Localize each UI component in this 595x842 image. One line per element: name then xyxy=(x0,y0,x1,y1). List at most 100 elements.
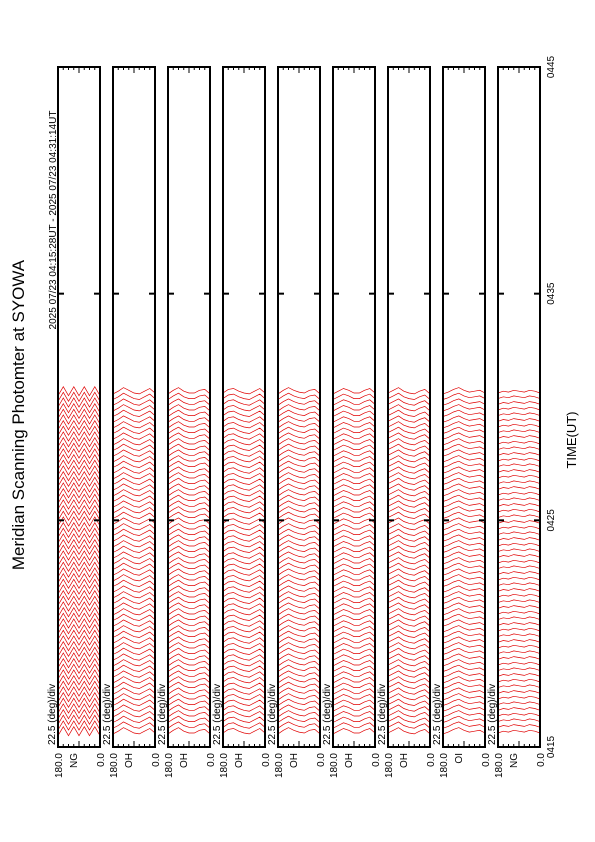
scan-trace xyxy=(332,609,376,616)
scan-trace xyxy=(277,460,321,468)
scan-trace xyxy=(497,610,541,615)
scan-trace xyxy=(442,574,486,582)
scan-trace xyxy=(332,388,376,395)
scan-trace xyxy=(112,676,156,684)
scan-trace xyxy=(112,721,156,729)
scan-trace xyxy=(112,704,156,712)
scan-trace xyxy=(222,694,266,701)
scan-trace xyxy=(167,653,211,661)
scan-trace xyxy=(57,618,101,629)
scan-trace xyxy=(497,701,541,705)
scan-trace xyxy=(332,518,376,525)
scan-trace xyxy=(442,392,486,400)
scan-trace xyxy=(112,528,156,536)
scan-trace xyxy=(112,426,156,434)
scan-trace xyxy=(167,715,211,723)
scan-trace xyxy=(222,631,266,638)
scan-trace xyxy=(277,681,321,689)
scan-trace xyxy=(112,387,156,395)
scan-trace xyxy=(497,440,541,445)
scan-trace xyxy=(57,669,101,680)
scan-trace xyxy=(442,398,486,406)
scan-trace xyxy=(222,586,266,593)
scan-trace xyxy=(497,712,541,717)
scan-trace xyxy=(112,472,156,480)
scan-trace xyxy=(222,728,266,735)
scan-trace xyxy=(112,670,156,678)
scan-trace xyxy=(57,680,101,691)
scan-trace xyxy=(222,427,266,434)
scan-trace xyxy=(167,613,211,621)
scan-trace xyxy=(497,639,541,643)
scan-trace xyxy=(332,490,376,497)
scan-trace xyxy=(387,455,431,463)
scan-trace xyxy=(387,415,431,423)
scan-trace xyxy=(387,438,431,446)
scan-trace xyxy=(57,471,101,482)
scan-trace xyxy=(222,410,266,417)
scan-trace xyxy=(387,681,431,689)
scan-trace xyxy=(387,500,431,508)
scan-trace xyxy=(442,415,486,423)
scan-trace xyxy=(57,533,101,544)
scan-trace xyxy=(332,535,376,542)
scan-trace xyxy=(112,647,156,655)
scan-trace xyxy=(332,620,376,627)
scan-trace xyxy=(222,552,266,559)
scan-trace xyxy=(387,398,431,406)
scan-trace xyxy=(112,596,156,604)
scan-trace xyxy=(277,659,321,667)
scan-trace xyxy=(222,484,266,491)
scan-trace xyxy=(167,387,211,395)
scan-trace xyxy=(442,613,486,621)
scan-trace xyxy=(167,477,211,485)
scan-trace xyxy=(387,704,431,712)
scan-trace xyxy=(167,409,211,417)
panel-frame xyxy=(332,66,376,748)
scan-trace xyxy=(112,409,156,417)
scan-trace xyxy=(497,435,541,439)
scan-trace xyxy=(57,448,101,459)
scan-trace xyxy=(167,676,211,684)
scan-trace xyxy=(222,620,266,627)
scan-trace xyxy=(277,568,321,576)
scan-trace xyxy=(277,630,321,638)
scan-trace xyxy=(57,697,101,708)
elev-min-label: 0.0 xyxy=(316,753,327,767)
scan-trace xyxy=(497,452,541,456)
scan-trace xyxy=(167,483,211,491)
scan-trace xyxy=(332,677,376,684)
scan-trace xyxy=(57,703,101,714)
scan-trace xyxy=(442,585,486,593)
scan-trace xyxy=(387,540,431,548)
scan-trace xyxy=(277,398,321,406)
scan-trace xyxy=(57,454,101,465)
scan-trace xyxy=(167,579,211,587)
scan-trace xyxy=(57,567,101,578)
scan-trace xyxy=(332,478,376,485)
scan-trace xyxy=(222,569,266,576)
scan-trace xyxy=(277,528,321,536)
panel-frame xyxy=(112,66,156,748)
scan-trace xyxy=(222,597,266,604)
scan-trace xyxy=(277,647,321,655)
elev-min-label: 0.0 xyxy=(536,753,547,767)
scan-trace xyxy=(167,608,211,616)
scan-trace xyxy=(332,501,376,508)
scan-trace xyxy=(277,579,321,587)
scan-trace xyxy=(222,439,266,446)
scan-trace xyxy=(112,421,156,429)
scan-trace xyxy=(387,432,431,440)
scan-trace xyxy=(442,715,486,723)
scan-trace xyxy=(112,562,156,570)
scan-trace xyxy=(497,695,541,700)
scan-trace xyxy=(167,415,211,423)
scan-trace xyxy=(112,432,156,440)
scan-trace xyxy=(442,506,486,514)
scan-trace xyxy=(387,596,431,604)
scan-trace xyxy=(387,676,431,684)
scan-trace xyxy=(167,545,211,553)
scan-trace xyxy=(57,584,101,595)
scan-trace xyxy=(387,715,431,723)
scan-trace xyxy=(497,423,541,428)
